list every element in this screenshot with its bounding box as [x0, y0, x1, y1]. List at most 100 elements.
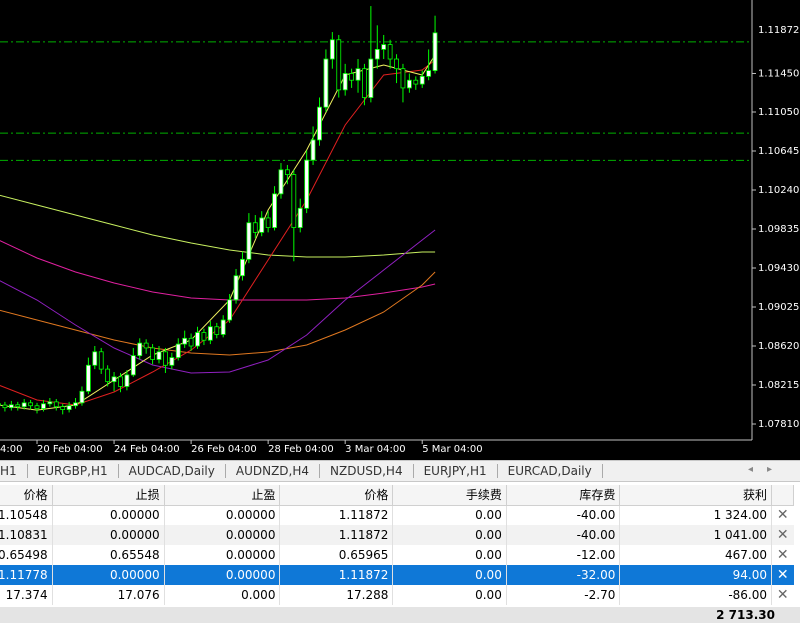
cell: 0.00	[392, 585, 507, 605]
orders-table: 价格 止损 止盈 价格 手续费 库存费 获利 1.10548 0.00000 0.00000 1.…	[0, 485, 794, 605]
candle-body	[195, 332, 200, 347]
cell: 1.10548	[0, 505, 53, 525]
candle-body	[163, 351, 168, 366]
candle-body	[374, 49, 380, 60]
moving-average	[0, 54, 436, 411]
chart-tab[interactable]: NZDUSD,H4	[320, 464, 414, 478]
moving-average	[0, 229, 436, 374]
order-row[interactable]: 17.374 17.076 0.000 17.288 0.00 -2.70 -86.00 ✕	[0, 585, 794, 605]
cell: 1 324.00	[619, 505, 772, 525]
candle-body	[124, 374, 130, 387]
order-row[interactable]: 1.11778 0.00000 0.00000 1.11872 0.00 -32.00 94…	[0, 565, 794, 585]
x-tick-label: 4:00	[0, 444, 22, 455]
candle-body	[259, 217, 265, 233]
candle-body	[143, 342, 149, 349]
cell: -12.00	[506, 545, 621, 565]
chart-tab[interactable]: EURCAD,Daily	[498, 464, 603, 478]
candle-body	[201, 332, 207, 341]
candle-body	[98, 351, 104, 370]
y-tick-label: 1.08620	[758, 341, 799, 352]
candle-body	[15, 404, 21, 408]
total-row: 2 713.30	[0, 607, 800, 623]
x-tick-label: 3 Mar 04:00	[345, 444, 405, 455]
candle-body	[34, 405, 40, 410]
chart-tab[interactable]: H1	[0, 464, 28, 478]
order-row[interactable]: 1.10831 0.00000 0.00000 1.11872 0.00 -40.00 1 …	[0, 525, 794, 545]
column-header[interactable]: 获利	[619, 485, 772, 506]
x-tick-label: 26 Feb 04:00	[191, 444, 257, 455]
order-row[interactable]: 1.10548 0.00000 0.00000 1.11872 0.00 -40.00 1 …	[0, 505, 794, 525]
column-header[interactable]: 手续费	[392, 485, 507, 506]
cell: 1.11872	[279, 525, 394, 545]
cell: 0.00	[392, 505, 507, 525]
moving-average	[0, 271, 436, 356]
cell: 467.00	[619, 545, 772, 565]
tab-arrows[interactable]: ◂▸	[747, 464, 786, 475]
column-header[interactable]: 价格	[0, 485, 53, 506]
column-header[interactable]: 止损	[52, 485, 165, 506]
candle-body	[317, 106, 322, 141]
cell: 1.11872	[279, 565, 394, 585]
candle-body	[368, 58, 374, 98]
y-tick-label: 1.09835	[758, 224, 799, 235]
x-tick-label: 28 Feb 04:00	[268, 444, 334, 455]
candle-body	[150, 347, 155, 360]
x-tick-label: 24 Feb 04:00	[114, 444, 180, 455]
candle-body	[53, 401, 59, 408]
y-tick-label: 1.09430	[758, 263, 799, 274]
candle-body	[214, 326, 220, 335]
chart-tab[interactable]: EURGBP,H1	[28, 464, 119, 478]
column-header[interactable]: 止盈	[164, 485, 281, 506]
cell: -40.00	[506, 525, 621, 545]
close-order-button[interactable]: ✕	[776, 587, 789, 603]
close-order-button[interactable]: ✕	[771, 565, 794, 585]
column-header[interactable]: 价格	[279, 485, 394, 506]
y-tick-label: 1.09025	[758, 302, 799, 313]
cell: -86.00	[619, 585, 772, 605]
candle-body	[381, 44, 387, 50]
y-tick-label: 1.08215	[758, 380, 799, 391]
cell: 1.11872	[279, 505, 394, 525]
candle-body	[60, 406, 66, 410]
candle-body	[47, 401, 53, 405]
candle-body	[188, 337, 194, 347]
cell: 0.00	[392, 545, 507, 565]
cell: 0.000	[164, 585, 281, 605]
current-price-label: 1.11872	[758, 25, 799, 36]
cell: 0.00000	[164, 505, 281, 525]
candle-body	[419, 75, 425, 85]
cell: 0.00000	[164, 565, 281, 585]
candle-body	[169, 357, 175, 366]
total-profit: 2 713.30	[716, 608, 775, 622]
moving-average	[0, 194, 436, 258]
cell: -2.70	[506, 585, 621, 605]
candle-body	[355, 68, 361, 81]
candle-body	[240, 258, 245, 277]
chart-tab[interactable]: AUDCAD,Daily	[119, 464, 226, 478]
cell: 0.00000	[52, 505, 165, 525]
candle-body	[66, 405, 72, 410]
moving-average	[0, 240, 436, 301]
cell: 0.00000	[52, 565, 165, 585]
chart-tab[interactable]: EURJPY,H1	[414, 464, 498, 478]
candle-body	[336, 39, 342, 91]
moving-average	[0, 59, 436, 406]
candle-body	[400, 68, 406, 89]
close-order-button[interactable]: ✕	[776, 547, 789, 563]
candle-body	[2, 404, 8, 409]
close-order-button[interactable]: ✕	[776, 507, 789, 524]
y-tick-label: 1.07810	[758, 419, 799, 430]
cell: 0.00000	[164, 545, 281, 565]
candle-body	[394, 58, 399, 70]
candle-body	[426, 70, 432, 77]
close-order-button[interactable]: ✕	[771, 525, 794, 545]
cell: 1.11778	[0, 565, 53, 585]
order-row[interactable]: 0.65498 0.65548 0.00000 0.65965 0.00 -12.00 46…	[0, 545, 794, 565]
candle-body	[41, 403, 46, 410]
column-header[interactable]: 库存费	[506, 485, 621, 506]
candle-body	[304, 159, 310, 209]
chart-tab[interactable]: AUDNZD,H4	[226, 464, 321, 478]
price-chart: 1.11450 1.11050 1.10645 1.10240 1.09835 1.094…	[0, 0, 800, 460]
candle-body	[387, 44, 393, 60]
